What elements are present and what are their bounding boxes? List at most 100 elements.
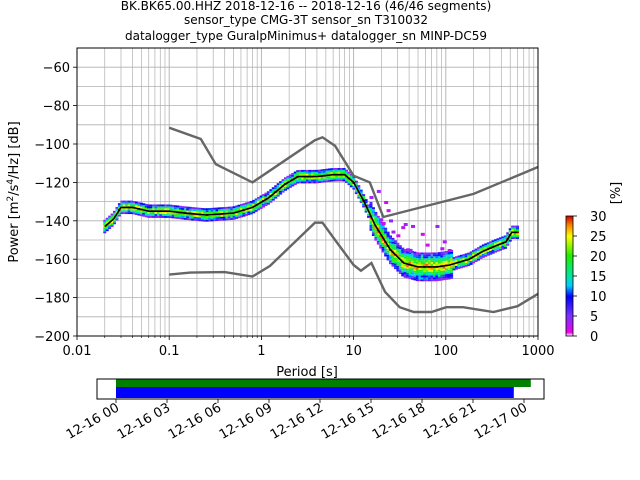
psd-cell (393, 240, 397, 243)
psd-cell (359, 189, 363, 192)
psd-cell (105, 229, 109, 232)
psd-cell (489, 248, 493, 251)
psd-cell (484, 254, 488, 257)
psd-cell (257, 198, 261, 201)
psd-cell (252, 201, 256, 204)
psd-cell (152, 206, 156, 209)
psd-cell (430, 275, 434, 278)
psd-cell (169, 206, 173, 209)
psd-cell (125, 204, 129, 207)
psd-cell (232, 210, 236, 212)
psd-cell (420, 271, 424, 274)
psd-cell (440, 278, 444, 281)
psd-cell (469, 255, 473, 258)
psd-cell (374, 219, 378, 222)
psd-cell (486, 244, 490, 247)
psd-cell-outlier (381, 221, 386, 225)
psd-cell (454, 265, 458, 268)
psd-cell (406, 255, 410, 258)
psd-cell (437, 255, 441, 258)
psd-cell (320, 176, 324, 179)
psd-cell (254, 198, 258, 201)
psd-cell (430, 277, 434, 280)
psd-cell (139, 202, 143, 205)
psd-cell (371, 212, 375, 215)
psd-cell (437, 259, 441, 262)
psd-cell (408, 252, 412, 255)
psd-cell (391, 239, 395, 242)
psd-cell (362, 205, 366, 208)
psd-cell (191, 218, 195, 221)
psd-cell (428, 271, 432, 274)
psd-cell (161, 206, 165, 209)
timeline-tick-label: 12-16 00 (64, 400, 122, 442)
psd-cell (472, 251, 476, 254)
psd-cell (274, 194, 278, 197)
psd-cell (508, 237, 512, 240)
psd-cell (420, 275, 424, 278)
psd-cell (127, 200, 131, 203)
psd-cell (389, 256, 393, 259)
psd-cell (222, 218, 226, 221)
psd-cell (171, 216, 175, 219)
psd-cell (364, 210, 368, 213)
psd-cell (476, 250, 480, 253)
psd-cell (354, 180, 358, 183)
psd-cell (413, 259, 417, 262)
psd-cell (105, 225, 109, 228)
psd-cell (281, 179, 285, 182)
psd-cell (347, 183, 351, 186)
psd-cell (193, 211, 197, 214)
psd-cell (230, 214, 234, 217)
psd-cell (469, 261, 473, 263)
psd-cell (452, 264, 456, 267)
psd-cell (310, 177, 314, 180)
psd-cell (335, 175, 339, 178)
psd-cell-outlier (376, 189, 381, 193)
psd-cell (491, 251, 495, 254)
psd-cell (376, 217, 380, 220)
psd-cell (232, 217, 236, 220)
psd-cell (264, 196, 268, 199)
psd-cell (220, 209, 224, 212)
psd-cell (308, 177, 312, 180)
psd-cell (379, 244, 383, 247)
psd-cell (413, 278, 417, 281)
x-tick-label: 10 (345, 344, 362, 359)
psd-cell (511, 235, 515, 238)
psd-cell (149, 216, 153, 218)
psd-cell (279, 192, 283, 195)
psd-cell-outlier (396, 234, 401, 238)
psd-cell (279, 183, 283, 185)
psd-cell (401, 264, 405, 267)
psd-cell (430, 273, 434, 276)
psd-cell (374, 233, 378, 235)
psd-cell (450, 276, 454, 279)
psd-cell (335, 168, 339, 170)
psd-cell (137, 202, 141, 205)
psd-cell (437, 261, 441, 264)
psd-cell (381, 233, 385, 236)
psd-cell (391, 247, 395, 250)
psd-cell (176, 209, 180, 212)
psd-cell (305, 169, 309, 172)
psd-cell (445, 262, 449, 265)
psd-cell (447, 262, 451, 265)
psd-cell (386, 231, 390, 234)
psd-cell (481, 246, 485, 249)
psd-cell (479, 249, 483, 252)
psd-cell (479, 247, 483, 250)
psd-cell (154, 206, 158, 209)
psd-cell (225, 216, 229, 219)
psd-cell (393, 267, 397, 270)
psd-cell (225, 206, 229, 209)
psd-cell (257, 206, 261, 209)
psd-cell (516, 229, 520, 232)
psd-cell (171, 206, 175, 209)
psd-cell (447, 273, 451, 276)
psd-cell (413, 251, 417, 254)
psd-cell (240, 211, 244, 214)
psd-cell (188, 214, 192, 217)
psd-cell (186, 206, 190, 209)
psd-cell (271, 194, 275, 197)
